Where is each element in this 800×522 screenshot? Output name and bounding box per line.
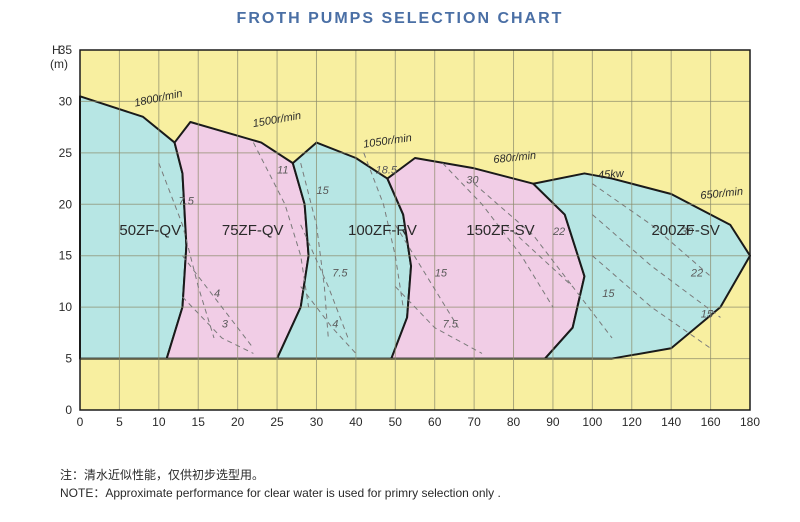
x-tick: 30 xyxy=(310,415,324,429)
region-label: 100ZF-RV xyxy=(348,222,417,239)
x-tick: 140 xyxy=(661,415,681,429)
x-tick: 80 xyxy=(507,415,521,429)
x-tick: 180 xyxy=(740,415,760,429)
x-tick: 5 xyxy=(116,415,123,429)
region-label: 50ZF-QV xyxy=(119,222,181,239)
x-tick: 70 xyxy=(467,415,481,429)
iso-label: 22 xyxy=(552,226,565,238)
x-tick: 100 xyxy=(582,415,602,429)
iso-label: 7.5 xyxy=(332,267,348,279)
iso-label: 15 xyxy=(701,308,714,320)
x-tick: 50 xyxy=(389,415,403,429)
iso-label: 15 xyxy=(435,267,448,279)
y-tick: 20 xyxy=(59,197,73,211)
x-tick: 40 xyxy=(349,415,363,429)
y-axis-label: H xyxy=(52,43,61,57)
y-axis-unit: (m) xyxy=(50,57,68,71)
iso-label: 30 xyxy=(466,175,479,187)
iso-label: 7.5 xyxy=(179,195,195,207)
region-label: 75ZF-QV xyxy=(222,222,284,239)
y-tick: 5 xyxy=(65,352,72,366)
x-tick: 160 xyxy=(701,415,721,429)
y-tick: 25 xyxy=(59,146,73,160)
x-tick: 10 xyxy=(152,415,166,429)
x-tick: 20 xyxy=(231,415,245,429)
x-tick: 15 xyxy=(192,415,206,429)
y-tick: 0 xyxy=(65,403,72,417)
chart-container: 7.5 4 3 11 15 7.5 4 18.5 15 7.5 30 22 15 30 22 15 50ZF-Q… xyxy=(50,40,760,440)
rpm-label: 45kw xyxy=(598,168,626,182)
x-tick: 120 xyxy=(622,415,642,429)
note-zh: 注：清水近似性能，仅供初步选型用。 xyxy=(60,466,501,484)
x-tick: 0 xyxy=(77,415,84,429)
iso-label: 15 xyxy=(602,288,615,300)
iso-label: 3 xyxy=(222,319,229,331)
page: FROTH PUMPS SELECTION CHART 7.54311157.5… xyxy=(0,0,800,522)
iso-label: 11 xyxy=(277,164,288,176)
notes-block: 注：清水近似性能，仅供初步选型用。 NOTE：Approximate perfo… xyxy=(60,466,501,502)
iso-label: 7.5 xyxy=(443,319,459,331)
y-tick: 15 xyxy=(59,249,73,263)
selection-chart: 7.5 4 3 11 15 7.5 4 18.5 15 7.5 30 22 15 30 22 15 50ZF-Q… xyxy=(50,40,760,440)
iso-label: 18.5 xyxy=(376,164,398,176)
chart-title: FROTH PUMPS SELECTION CHART xyxy=(0,10,800,28)
iso-label: 22 xyxy=(690,267,703,279)
y-tick: 30 xyxy=(59,94,73,108)
iso-label: 4 xyxy=(332,319,338,331)
y-tick: 10 xyxy=(59,300,73,314)
x-tick: 90 xyxy=(546,415,560,429)
iso-label: 15 xyxy=(316,185,329,197)
region-label: 200ZF-SV xyxy=(651,222,719,239)
note-en: NOTE：Approximate performance for clear w… xyxy=(60,484,501,502)
iso-label: 4 xyxy=(214,288,220,300)
region-label: 150ZF-SV xyxy=(466,222,534,239)
y-tick: 35 xyxy=(59,43,73,57)
x-tick: 60 xyxy=(428,415,442,429)
x-tick: 25 xyxy=(270,415,284,429)
